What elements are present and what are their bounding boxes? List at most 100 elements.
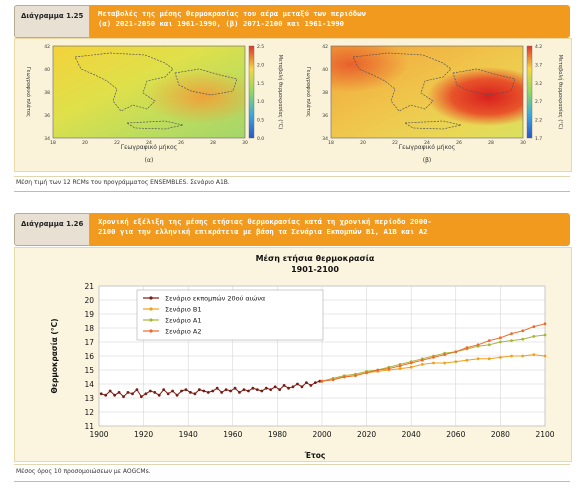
series-point <box>499 336 502 340</box>
series-point <box>233 386 237 390</box>
fig125-caption-rule-bottom <box>14 191 570 192</box>
series-point <box>157 393 161 397</box>
series-point <box>532 353 536 356</box>
series-point <box>476 343 480 347</box>
map-a-xticks: 18 20 22 24 26 28 30 <box>50 140 248 146</box>
legend-label: Σενάριο A2 <box>165 328 202 336</box>
series-point <box>255 388 259 391</box>
series-point <box>510 339 513 342</box>
map-b-xtick-label: 26 <box>456 140 462 146</box>
series-point <box>153 391 157 394</box>
map-a-colorbar-tick-label: 2.0 <box>257 62 264 68</box>
map-a-ylabel: Γεωγραφικό πλάτος <box>25 67 32 117</box>
fig125-caption: Μέση τιμή των 12 RCMs του προγράμματος E… <box>16 179 230 186</box>
x-tick-label: 2020 <box>357 430 376 439</box>
map-b-colorbar-tick-label: 2.7 <box>535 99 542 105</box>
chart-title: Μέση ετήσια θερμοκρασία <box>256 253 375 263</box>
map-a-sublabel: (α) <box>145 157 154 164</box>
series-point <box>409 361 413 365</box>
map-b-ylabel: Γεωγραφικό πλάτος <box>305 67 312 117</box>
map-a-ytick-label: 34 <box>44 136 50 142</box>
fig126-caption-rule-bottom <box>14 481 570 482</box>
map-a-colorbar-tick-label: 2.5 <box>257 44 264 50</box>
series-point <box>476 357 480 361</box>
y-tick-label: 18 <box>84 324 94 333</box>
legend-marker <box>149 318 153 322</box>
y-tick-label: 14 <box>84 380 94 389</box>
series-point <box>487 357 491 361</box>
temperature-chart: Μέση ετήσια θερμοκρασία 1901-2100 11 12 13… <box>50 253 555 460</box>
y-tick-label: 11 <box>84 422 94 431</box>
series-point <box>318 379 322 383</box>
series-point <box>454 350 458 354</box>
series-point <box>521 329 525 333</box>
map-a-xtick-label: 20 <box>82 140 88 146</box>
fig126-title-line1: Χρονική εξέλιξη της μέσης ετήσιας θερμοκ… <box>98 217 432 226</box>
fig126-header: Διάγραμμα 1.26 Χρονική εξέλιξη της μέσης… <box>14 213 570 246</box>
series-point <box>238 391 241 394</box>
y-tick-label: 12 <box>84 408 94 417</box>
series-point <box>487 339 491 342</box>
fig125-header: Διάγραμμα 1.25 Μεταβολές της μέσης θερμο… <box>14 5 570 38</box>
series-point <box>224 388 228 391</box>
series-point <box>251 386 255 390</box>
map-b-xtick-label: 18 <box>328 140 334 146</box>
series-point <box>521 354 525 358</box>
x-tick-label: 2080 <box>491 430 510 439</box>
series-point <box>342 375 346 379</box>
map-b-xlabel: Γεωγραφικό μήκος <box>399 144 455 151</box>
series-point <box>247 389 250 393</box>
y-tick-label: 17 <box>84 338 94 347</box>
series-point <box>532 335 536 338</box>
map-a-crete <box>125 120 184 130</box>
map-a-colorbar <box>248 45 255 139</box>
x-tick-label: 2060 <box>446 430 465 439</box>
map-a: 42 40 38 36 34 18 20 22 24 26 28 30 Γεωγραφικό μήκ… <box>25 44 284 164</box>
series-point <box>398 364 402 368</box>
map-b-crete <box>403 120 462 130</box>
map-b-xtick-label: 20 <box>360 140 366 146</box>
series-point <box>443 361 447 365</box>
fig126-chart-panel: Μέση ετήσια θερμοκρασία 1901-2100 11 12 13… <box>14 247 572 462</box>
series-point <box>420 363 424 366</box>
map-a-colorbar-tick-label: 1.5 <box>257 81 264 87</box>
series-point <box>543 354 547 358</box>
series-point <box>287 386 290 390</box>
series-point <box>300 385 304 389</box>
map-b-sublabel: (β) <box>423 157 432 164</box>
x-tick-label: 2040 <box>402 430 421 439</box>
series-point <box>499 340 502 344</box>
chart-legend: Σενάριο εκπομπών 20ού αιώνα Σενάριο B1 Σεν… <box>136 289 324 341</box>
series-point <box>184 388 188 391</box>
series-point <box>376 368 380 372</box>
fig125-title-line2: (α) 2021-2050 και 1961-1990, (β) 2071-21… <box>98 19 345 28</box>
x-tick-label: 1900 <box>89 430 108 439</box>
series-point <box>117 391 121 394</box>
series-point <box>229 389 232 393</box>
series-point <box>282 384 286 387</box>
series-point <box>104 393 108 397</box>
map-a-ytick-label: 42 <box>44 44 50 50</box>
y-tick-label: 20 <box>84 296 94 305</box>
map-b-colorbar <box>526 45 533 139</box>
series-point <box>148 389 152 393</box>
map-a-xlabel: Γεωγραφικό μήκος <box>121 144 177 151</box>
series-point <box>398 367 402 370</box>
map-b-colorbar-tick-label: 4.2 <box>535 44 542 50</box>
series-point <box>331 378 335 382</box>
series-point <box>180 389 183 393</box>
legend-box <box>136 289 324 341</box>
map-b-frame <box>330 45 524 139</box>
map-a-colorbar-label: Μεταβολή θερμοκρασίας (°C) <box>277 55 284 130</box>
legend-marker <box>149 329 153 333</box>
chart-yticks: 11 12 13 14 15 16 17 18 19 20 21 <box>84 282 94 431</box>
series-point <box>510 354 513 358</box>
series-point <box>126 391 130 394</box>
map-a-colorbar-tick-label: 0.0 <box>257 136 264 142</box>
series-point <box>313 381 317 384</box>
fig125-title: Μεταβολές της μέσης θερμοκρασίας του αέρ… <box>90 5 570 38</box>
map-b-yticks: 42 40 38 36 34 <box>322 44 328 142</box>
series-point <box>206 391 210 394</box>
series-point <box>260 389 264 393</box>
series-point <box>264 386 268 390</box>
